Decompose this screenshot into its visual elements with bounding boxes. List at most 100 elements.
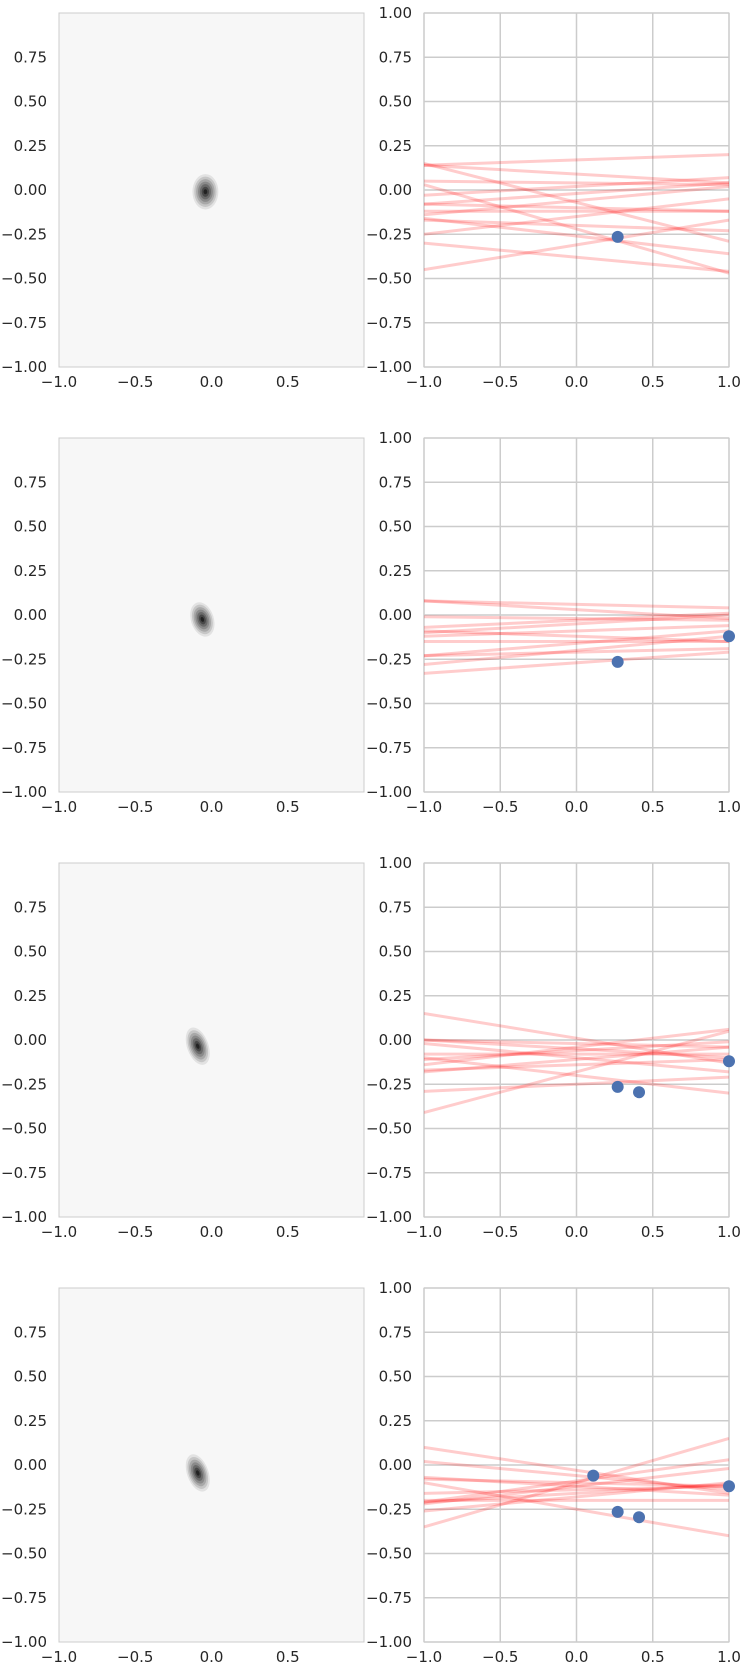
density-contour-level [203,189,208,195]
sample-line [424,1481,729,1538]
y-tick-label: 0.00 [14,181,47,199]
y-tick-label: 0.25 [379,562,412,580]
sample-line [424,650,729,675]
y-tick-label: −0.50 [1,1545,47,1563]
y-tick-label: −1.00 [366,783,412,801]
y-tick-label: −0.50 [366,1545,412,1563]
sample-lines-panel-3: −1.0 −0.5 0.0 0.5 1.0 −1.00 −0.75 −0.50 −0.25 0.0… [366,854,741,1241]
y-tick-label: 0.75 [14,898,47,916]
x-tick-label: −1.0 [41,1648,77,1666]
posterior-contour-panel-3: −1.0 −0.5 0.0 0.5 −1.00 −0.75 −0.50 −0.25 0.00 0.… [1,862,365,1241]
sample-lines-panel-2: −1.0 −0.5 0.0 0.5 1.0 −1.00 −0.75 −0.50 −0.25 0.0… [366,429,741,816]
y-tick-label: −0.50 [366,695,412,713]
x-tick-label: 0.0 [565,1648,589,1666]
sample-line [424,1056,729,1095]
y-tick-label: 0.75 [379,48,412,66]
observed-point [611,1080,624,1093]
y-tick-label: 1.00 [379,429,412,447]
y-tick-label: −0.25 [366,1075,412,1093]
y-tick-label: 0.50 [379,518,412,536]
sample-line [424,181,729,206]
sample-line [424,241,729,273]
y-tick-label: 1.00 [379,4,412,22]
sample-line [424,624,729,638]
sample-line [424,599,729,610]
y-tick-label: 0.25 [14,562,47,580]
x-tick-label: 0.0 [565,798,589,816]
y-tick-label: −1.00 [1,1208,47,1226]
y-tick-label: −1.00 [366,1633,412,1651]
x-tick-label: −1.0 [406,1223,442,1241]
sample-line [424,629,729,644]
x-tick-label: −0.5 [482,1223,518,1241]
sample-line [424,1482,729,1504]
sample-line [424,1459,729,1492]
sample-line [424,1029,729,1115]
y-tick-label: −0.50 [1,1120,47,1138]
y-tick-label: 0.25 [379,137,412,155]
y-tick-label: −0.75 [366,739,412,757]
sample-line [424,1042,729,1074]
y-tick-label: −0.75 [1,1164,47,1182]
y-tick-label: 1.00 [379,1279,412,1297]
sample-line [424,183,729,275]
x-tick-label: 0.0 [200,373,224,391]
sample-line [424,1437,729,1529]
x-tick-label: 0.0 [565,373,589,391]
sample-line [424,1027,729,1067]
sample-line [424,218,729,233]
y-tick-label: 0.00 [14,1456,47,1474]
x-tick-label: −0.5 [482,798,518,816]
y-tick-label: −1.00 [366,1208,412,1226]
sample-line [424,1045,729,1074]
plot-area [58,862,365,1218]
sample-lines-panel-1: −1.0 −0.5 0.0 0.5 1.0 −1.00 −0.75 −0.50 −0.25 0.0… [366,4,741,391]
sample-line [424,1040,729,1061]
x-tick-label: −1.0 [406,1648,442,1666]
x-tick-label: 1.0 [717,373,741,391]
y-tick-label: −0.75 [366,1164,412,1182]
x-tick-label: −1.0 [406,798,442,816]
density-contour-level [195,1470,200,1476]
sample-line [424,647,729,658]
y-tick-label: 0.25 [14,137,47,155]
sample-line [424,1038,729,1049]
observed-point [611,230,624,243]
x-tick-label: −0.5 [117,1223,153,1241]
x-tick-label: 0.5 [276,373,300,391]
y-tick-label: −0.25 [1,1075,47,1093]
sample-line [424,634,729,667]
observed-point [723,630,735,643]
y-tick-label: −0.75 [366,1589,412,1607]
sample-line [424,218,729,272]
x-tick-label: 0.0 [565,1223,589,1241]
sample-line [424,615,729,622]
sample-line [424,184,729,217]
posterior-contour-panel-4: −1.0 −0.5 0.0 0.5 −1.00 −0.75 −0.50 −0.25 0.00 0.… [1,1287,365,1666]
y-tick-label: 0.75 [379,898,412,916]
y-tick-label: −0.75 [1,1589,47,1607]
observed-point [587,1469,600,1482]
y-tick-label: 0.25 [14,1412,47,1430]
y-tick-label: −0.50 [366,1120,412,1138]
sample-line [424,613,729,635]
x-tick-label: −0.5 [117,798,153,816]
sample-line [424,1458,729,1504]
y-tick-label: 0.00 [379,1456,412,1474]
sample-line [424,1467,729,1506]
density-contour-level [195,1043,200,1049]
sample-line [424,1445,729,1495]
y-tick-label: 0.00 [14,606,47,624]
x-tick-label: 0.5 [641,798,665,816]
x-tick-label: −1.0 [41,373,77,391]
y-tick-label: 0.75 [14,473,47,491]
sample-line [424,179,729,187]
posterior-contour-panel-2: −1.0 −0.5 0.0 0.5 −1.00 −0.75 −0.50 −0.25 0.00 0.… [1,437,365,816]
x-tick-label: −0.5 [482,373,518,391]
plot-area [58,1287,365,1643]
y-tick-label: 0.75 [14,1323,47,1341]
y-tick-label: 0.50 [379,943,412,961]
x-tick-label: −1.0 [41,1223,77,1241]
y-tick-label: 0.50 [14,1368,47,1386]
